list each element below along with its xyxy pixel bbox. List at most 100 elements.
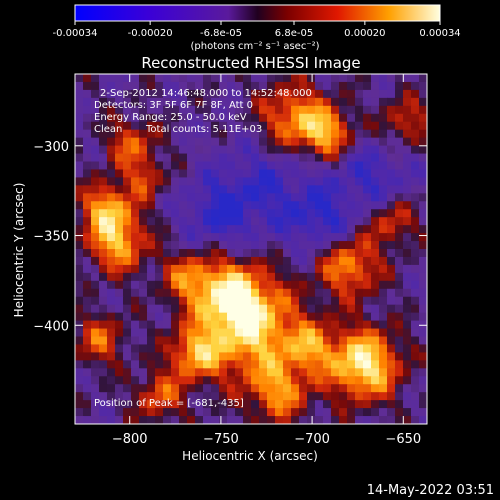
heatmap-cell: [331, 161, 340, 171]
heatmap-cell: [195, 81, 204, 91]
heatmap-cell: [419, 408, 427, 417]
heatmap-cell: [107, 416, 116, 424]
heatmap-cell: [347, 145, 356, 155]
heatmap-cell: [187, 185, 196, 194]
heatmap-cell: [275, 145, 284, 155]
heatmap-cell: [219, 296, 228, 306]
heatmap-cell: [123, 328, 132, 338]
heatmap-cell: [379, 209, 388, 218]
heatmap-cell: [155, 304, 164, 314]
heatmap-cell: [179, 256, 188, 266]
heatmap-cell: [147, 336, 156, 346]
heatmap-cell: [379, 161, 388, 171]
heatmap-cell: [139, 137, 148, 147]
heatmap-cell: [347, 74, 356, 83]
heatmap-cell: [347, 225, 356, 234]
heatmap-cell: [99, 113, 108, 123]
heatmap-cell: [371, 121, 380, 131]
heatmap-cell: [419, 121, 427, 131]
heatmap-cell: [403, 169, 412, 178]
heatmap-cell: [203, 161, 212, 171]
heatmap-cell: [259, 105, 268, 115]
heatmap-cell: [147, 416, 156, 424]
heatmap-cell: [395, 352, 404, 361]
heatmap-cell: [91, 209, 100, 218]
heatmap-cell: [395, 193, 404, 202]
heatmap-cell: [339, 241, 348, 250]
heatmap-cell: [283, 129, 292, 139]
heatmap-cell: [203, 336, 212, 346]
heatmap-cell: [387, 296, 396, 306]
heatmap-cell: [387, 256, 396, 266]
heatmap-cell: [107, 344, 116, 353]
heatmap-cell: [147, 384, 156, 393]
heatmap-cell: [219, 256, 228, 266]
heatmap-cell: [403, 408, 412, 417]
heatmap-cell: [419, 161, 427, 171]
heatmap-cell: [371, 153, 380, 163]
heatmap-cell: [227, 368, 236, 377]
heatmap-cell: [235, 360, 244, 369]
heatmap-cell: [259, 352, 268, 361]
heatmap-cell: [251, 169, 260, 178]
heatmap-cell: [227, 145, 236, 155]
heatmap-cell: [187, 209, 196, 218]
heatmap-cell: [235, 304, 244, 314]
heatmap-cell: [251, 105, 260, 115]
heatmap-cell: [291, 169, 300, 178]
heatmap-cell: [283, 177, 292, 186]
heatmap-cell: [307, 121, 316, 131]
heatmap-cell: [251, 320, 260, 330]
heatmap-cell: [267, 280, 276, 290]
heatmap-cell: [139, 145, 148, 155]
heatmap-cell: [371, 336, 380, 346]
heatmap-cell: [91, 368, 100, 377]
heatmap-cell: [243, 328, 252, 338]
heatmap-cell: [115, 113, 124, 123]
heatmap-cell: [179, 360, 188, 369]
heatmap-cell: [187, 97, 196, 107]
heatmap-cell: [107, 272, 116, 282]
heatmap-cell: [107, 400, 116, 409]
heatmap-cell: [219, 264, 228, 274]
heatmap-cell: [259, 296, 268, 306]
heatmap-cell: [355, 81, 364, 91]
heatmap-cell: [411, 288, 420, 298]
heatmap-cell: [387, 81, 396, 91]
heatmap-cell: [83, 105, 92, 115]
heatmap-cell: [203, 177, 212, 186]
heatmap-cell: [307, 320, 316, 330]
heatmap-cell: [259, 376, 268, 385]
heatmap-cell: [419, 241, 427, 250]
heatmap-cell: [379, 328, 388, 338]
heatmap-cell: [195, 145, 204, 155]
heatmap-cell: [283, 408, 292, 417]
heatmap-cell: [243, 416, 252, 424]
heatmap-cell: [299, 272, 308, 282]
footer-date: 14-May-2022 03:51: [367, 483, 494, 498]
heatmap-cell: [275, 344, 284, 353]
heatmap-cell: [91, 225, 100, 234]
heatmap-cell: [219, 336, 228, 346]
heatmap-cell: [203, 288, 212, 298]
heatmap-cell: [227, 201, 236, 210]
heatmap-cell: [115, 368, 124, 377]
heatmap-cell: [115, 416, 124, 424]
heatmap-cell: [315, 320, 324, 330]
heatmap-cell: [307, 360, 316, 369]
heatmap-cell: [259, 408, 268, 417]
heatmap-cell: [379, 400, 388, 409]
heatmap-cell: [91, 249, 100, 258]
heatmap-cell: [219, 105, 228, 115]
heatmap-cell: [243, 129, 252, 139]
heatmap-cell: [419, 105, 427, 115]
heatmap-cell: [371, 352, 380, 361]
heatmap-cell: [299, 416, 308, 424]
heatmap-cell: [251, 129, 260, 139]
heatmap-cell: [419, 256, 427, 266]
heatmap-cell: [363, 376, 372, 385]
heatmap-cell: [75, 249, 84, 258]
heatmap-cell: [155, 352, 164, 361]
heatmap-cell: [211, 256, 220, 266]
heatmap-cell: [211, 280, 220, 290]
